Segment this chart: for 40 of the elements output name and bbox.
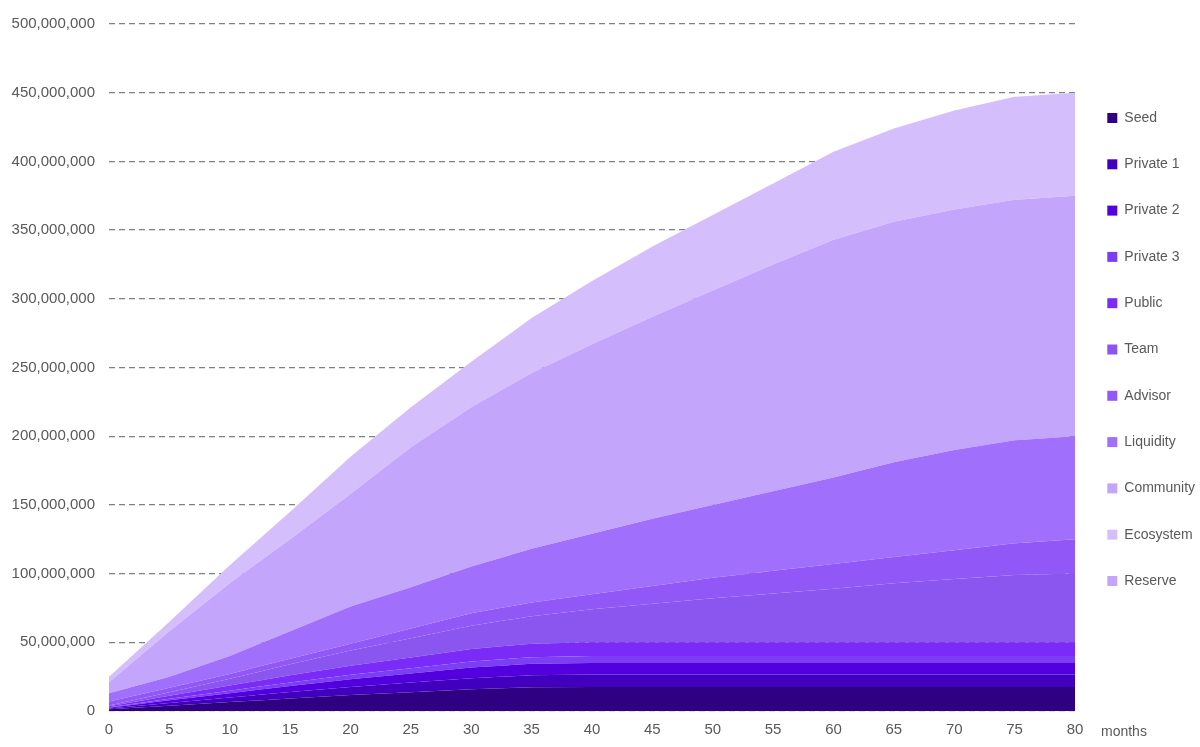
legend-label: Private 3 (1124, 247, 1180, 264)
y-tick-label: 450,000,000 (11, 82, 95, 100)
y-tick-label: 100,000,000 (11, 563, 95, 581)
x-tick-label: 25 (402, 720, 420, 738)
legend-label: Ecosystem (1124, 525, 1193, 542)
y-tick-label: 350,000,000 (11, 220, 95, 238)
x-tick-label: 5 (165, 720, 174, 738)
x-axis-title: months (1101, 722, 1147, 739)
x-tick-label: 10 (221, 720, 239, 738)
x-tick-label: 45 (644, 720, 661, 738)
y-tick-label: 50,000,000 (19, 632, 95, 650)
x-tick-label: 75 (1006, 720, 1023, 738)
x-tick-label: 30 (462, 720, 480, 738)
x-tick-label: 35 (523, 720, 540, 738)
y-tick-label: 400,000,000 (11, 151, 95, 169)
y-tick-label: 150,000,000 (11, 495, 95, 513)
y-tick-label: 250,000,000 (11, 357, 95, 375)
legend-label: Team (1124, 340, 1159, 357)
x-tick-label: 20 (342, 720, 359, 738)
x-tick-label: 50 (704, 720, 722, 738)
x-tick-label: 70 (945, 720, 963, 738)
y-tick-label: 500,000,000 (11, 14, 95, 32)
legend-label: Community (1124, 479, 1196, 496)
x-tick-label: 0 (104, 720, 114, 738)
x-tick-label: 40 (583, 720, 601, 738)
legend-label: Seed (1124, 108, 1157, 125)
legend-label: Private 2 (1124, 201, 1180, 218)
legend-label: Public (1124, 294, 1163, 311)
legend-label: Reserve (1124, 571, 1177, 588)
x-tick-label: 80 (1066, 720, 1084, 738)
legend-label: Advisor (1124, 386, 1172, 403)
x-tick-label: 60 (825, 720, 842, 738)
y-tick-label: 0 (86, 701, 95, 719)
y-tick-label: 200,000,000 (11, 426, 95, 444)
legend-label: Private 1 (1124, 155, 1180, 172)
x-tick-label: 15 (281, 720, 299, 738)
x-tick-label: 65 (885, 720, 903, 738)
x-tick-label: 55 (764, 720, 782, 738)
y-tick-label: 300,000,000 (11, 288, 95, 306)
legend-label: Liquidity (1124, 432, 1176, 449)
